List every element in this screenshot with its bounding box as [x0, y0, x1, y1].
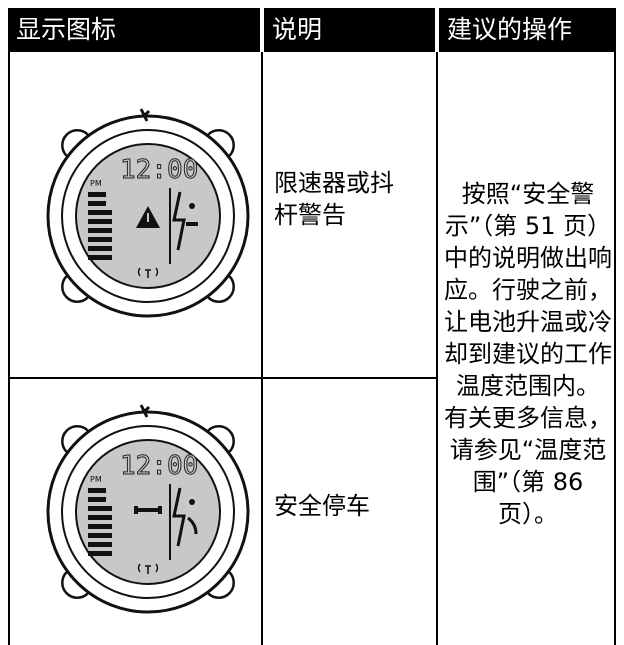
border: [436, 52, 438, 645]
bar-segment: [88, 210, 112, 215]
bar-segment: [88, 533, 112, 538]
bar-segment: [88, 246, 112, 251]
bar-segment: [88, 219, 112, 224]
bar-segment: [88, 497, 106, 502]
bar-segment: [88, 228, 112, 233]
dash: [186, 222, 198, 226]
warning-mark: [147, 213, 149, 222]
bar-segment: [88, 551, 112, 556]
border: [261, 52, 263, 645]
bar-segment: [88, 192, 106, 197]
bolt: [172, 191, 186, 251]
header-cell: 说明: [264, 8, 435, 52]
border: [8, 52, 10, 645]
bar-segment: [88, 488, 106, 493]
bolt: [172, 487, 186, 547]
dot: [189, 499, 195, 505]
dot: [189, 203, 195, 209]
arc: [187, 516, 198, 535]
bar-segment: [88, 524, 112, 529]
icon-slot: PM 12:00: [28, 96, 268, 336]
action-text: 按照“安全警示”（第 51 页）中的说明做出响应。行驶之前，让电池升温或冷却到建…: [444, 178, 612, 530]
border: [8, 377, 438, 379]
bar-segment: [88, 542, 112, 547]
device-icon: PM 12:00: [46, 404, 250, 614]
paragraph: 按照“安全警示”（第 51 页）中的说明做出响应。行驶之前，让电池升温或冷却到建…: [444, 180, 612, 400]
bar-segment: [88, 515, 112, 520]
border: [614, 52, 616, 645]
bar-segment: [88, 201, 106, 206]
header-cell: 建议的操作: [439, 8, 616, 52]
header-cell: 显示图标: [8, 8, 260, 52]
top-mark: [139, 404, 151, 418]
description: 限速器或抖杆警告: [274, 169, 394, 229]
signal-icon: [137, 267, 159, 278]
ampm: PM: [90, 475, 102, 484]
time: 12:00: [120, 155, 198, 185]
icon-slot: PM 12:00: [28, 392, 268, 632]
bar-segment: [88, 237, 112, 242]
wrench-icon: [134, 506, 162, 514]
description: 安全停车: [274, 492, 370, 520]
top-mark: [139, 108, 151, 122]
signal-icon: [137, 563, 159, 574]
ampm: PM: [90, 179, 102, 188]
paragraph: 有关更多信息，请参见“温度范围”（第 86 页）。: [444, 404, 612, 528]
bar-segment: [88, 255, 112, 260]
bar-segment: [88, 506, 112, 511]
time: 12:00: [120, 451, 198, 481]
device-icon: PM 12:00: [46, 108, 250, 318]
